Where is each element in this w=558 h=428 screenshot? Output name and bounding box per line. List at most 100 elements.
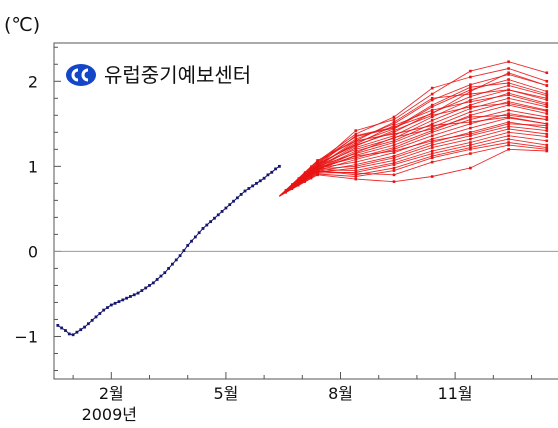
observed-point: [121, 298, 125, 302]
forecast-point: [545, 103, 549, 107]
observed-point: [113, 301, 117, 305]
forecast-member-line: [279, 97, 547, 197]
forecast-point: [392, 154, 396, 158]
forecast-point: [430, 122, 434, 126]
logo-text: 유럽중기예보센터: [104, 63, 251, 87]
forecast-point: [354, 151, 358, 155]
forecast-member-line: [279, 82, 547, 197]
observed-point: [67, 332, 71, 336]
forecast-point: [469, 95, 472, 98]
forecast-point: [392, 173, 396, 177]
forecast-point: [469, 103, 472, 107]
observed-point: [98, 312, 102, 315]
x-tick-label: 8월: [328, 384, 353, 403]
forecast-point: [392, 146, 396, 149]
forecast-member-line: [279, 135, 547, 197]
y-tick-label: 0: [28, 242, 38, 261]
forecast-point: [469, 107, 472, 110]
forecast-point: [545, 124, 549, 127]
forecast-point: [469, 98, 472, 102]
observed-point: [266, 173, 270, 177]
forecast-point: [354, 132, 358, 136]
forecast-point: [297, 184, 300, 187]
forecast-member-line: [279, 72, 547, 197]
forecast-point: [284, 190, 287, 193]
observed-point: [151, 281, 155, 285]
observed-point: [171, 262, 174, 266]
forecast-point: [392, 161, 396, 165]
forecast-point: [303, 172, 306, 175]
observed-point: [132, 293, 136, 297]
forecast-point: [392, 122, 396, 126]
observed-point: [60, 326, 64, 330]
forecast-member-line: [279, 94, 547, 197]
forecast-point: [545, 112, 549, 115]
forecast-point: [469, 83, 472, 86]
forecast-point: [430, 152, 434, 155]
forecast-point: [430, 143, 434, 147]
forecast-point: [469, 105, 472, 109]
observed-point: [201, 227, 205, 230]
forecast-point: [545, 96, 549, 100]
forecast-point: [545, 135, 549, 138]
forecast-point: [545, 102, 549, 105]
forecast-point: [354, 139, 358, 143]
forecast-member-line: [279, 148, 547, 197]
forecast-point: [430, 131, 434, 134]
observed-series: [56, 164, 281, 337]
forecast-point: [392, 118, 396, 121]
forecast-point: [469, 92, 472, 96]
forecast-point: [430, 154, 434, 158]
forecast-point: [354, 156, 358, 160]
forecast-point: [430, 112, 434, 115]
forecast-point: [545, 126, 549, 130]
forecast-point: [469, 131, 472, 134]
forecast-point: [507, 73, 510, 76]
forecast-point: [469, 146, 472, 149]
forecast-point: [392, 143, 396, 147]
forecast-point: [392, 124, 396, 127]
observed-point: [125, 296, 128, 300]
forecast-point: [469, 148, 472, 151]
forecast-point: [507, 112, 510, 115]
forecast-point: [392, 149, 396, 153]
forecast-point: [507, 67, 510, 70]
observed-point: [159, 274, 163, 278]
forecast-point: [545, 143, 549, 147]
forecast-point: [430, 103, 434, 107]
forecast-point: [469, 122, 472, 126]
forecast-point: [310, 172, 313, 175]
forecast-point: [392, 115, 396, 119]
forecast-point: [310, 177, 313, 180]
forecast-member-line: [279, 114, 547, 197]
forecast-point: [291, 183, 294, 186]
forecast-point: [507, 122, 510, 126]
observed-point: [144, 286, 148, 290]
observed-point: [190, 239, 193, 243]
forecast-point: [507, 84, 510, 87]
observed-point: [178, 254, 182, 258]
forecast-point: [354, 165, 358, 168]
forecast-member-line: [279, 131, 547, 197]
observed-point: [90, 318, 94, 322]
forecast-point: [392, 134, 396, 138]
observed-point: [197, 231, 201, 235]
observed-point: [205, 223, 209, 227]
forecast-point: [392, 148, 396, 151]
forecast-point: [469, 120, 472, 124]
observed-point: [75, 330, 79, 334]
forecast-point: [430, 127, 434, 131]
forecast-point: [507, 137, 510, 141]
forecast-point: [354, 163, 358, 166]
forecast-point: [430, 139, 434, 143]
forecast-point: [430, 96, 434, 100]
forecast-member-line: [279, 142, 547, 197]
forecast-point: [507, 103, 510, 107]
x-tick-labels: 2월 5월 8월 11월 2009년: [82, 384, 473, 424]
observed-point: [216, 213, 220, 217]
forecast-point: [354, 134, 358, 138]
forecast-point: [430, 119, 434, 122]
forecast-point: [354, 177, 358, 181]
forecast-point: [430, 124, 434, 127]
